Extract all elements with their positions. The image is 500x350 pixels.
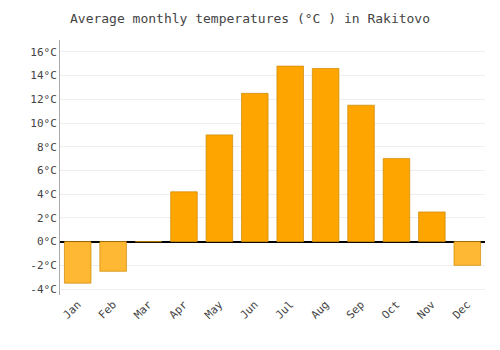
svg-text:Sep: Sep (344, 298, 367, 321)
svg-text:Jan: Jan (60, 298, 83, 321)
svg-text:12°C: 12°C (30, 93, 57, 106)
svg-text:Average monthly temperatures (: Average monthly temperatures (°C ) in Ra… (70, 11, 430, 26)
svg-text:Dec: Dec (450, 298, 473, 321)
svg-text:Feb: Feb (96, 298, 119, 321)
svg-text:16°C: 16°C (30, 46, 57, 59)
svg-text:4°C: 4°C (37, 188, 57, 201)
svg-text:8°C: 8°C (37, 141, 57, 154)
svg-text:Nov: Nov (415, 298, 439, 322)
svg-text:2°C: 2°C (37, 212, 57, 225)
svg-text:Jun: Jun (238, 298, 261, 321)
svg-text:14°C: 14°C (30, 69, 57, 82)
svg-text:Aug: Aug (308, 298, 331, 321)
svg-text:Apr: Apr (167, 298, 191, 322)
svg-text:Oct: Oct (379, 298, 402, 321)
svg-text:10°C: 10°C (30, 117, 57, 130)
svg-text:-2°C: -2°C (30, 259, 57, 272)
svg-text:May: May (202, 298, 226, 322)
svg-text:6°C: 6°C (37, 164, 57, 177)
svg-text:0°C: 0°C (37, 235, 57, 248)
svg-text:-4°C: -4°C (30, 283, 57, 296)
svg-text:Jul: Jul (273, 298, 296, 321)
svg-text:Mar: Mar (131, 298, 155, 322)
